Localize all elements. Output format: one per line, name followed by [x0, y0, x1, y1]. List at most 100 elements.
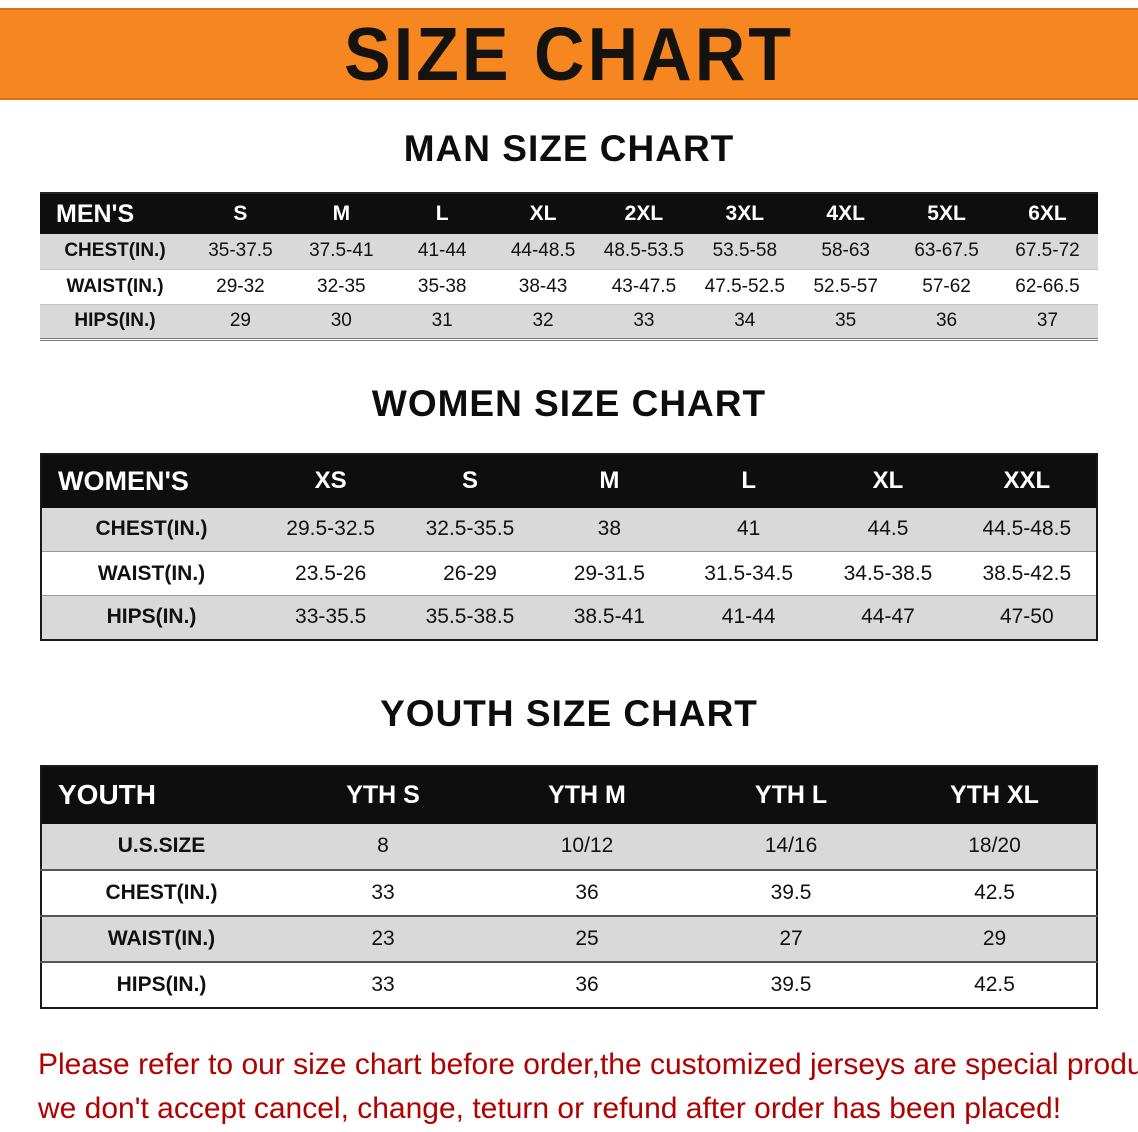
table-cell: 30 [330, 310, 352, 331]
column-header: L [741, 467, 756, 494]
table-cell: 23.5-26 [295, 561, 367, 585]
table-header-row: MEN'S S M L XL 2XL 3XL 4XL 5XL 6XL [40, 193, 1098, 234]
table-cell: 8 [377, 834, 389, 857]
table-cell: 33 [371, 880, 395, 904]
table-cell: 44.5-48.5 [982, 517, 1072, 541]
table-cell: 44-48.5 [510, 240, 576, 262]
table-cell: 39.5 [770, 972, 812, 996]
table-cell: 18/20 [968, 834, 1021, 857]
column-header: XS [314, 467, 347, 494]
women-section-heading: WOMEN SIZE CHART [371, 382, 767, 424]
table-cell: 36 [575, 880, 599, 904]
table-cell: 38.5-42.5 [982, 561, 1072, 585]
table-cell: 31 [431, 310, 453, 331]
row-label: WAIST(IN.) [97, 561, 206, 585]
table-cell: 41 [736, 517, 761, 541]
table-cell: 41-44 [721, 605, 776, 629]
table-row: WAIST(IN.) 23.5-26 26-29 29-31.5 31.5-34.5 34… [41, 551, 1097, 596]
table-cell: 37.5-41 [309, 240, 374, 262]
table-cell: 48.5-53.5 [603, 240, 685, 262]
column-header: L [435, 202, 449, 225]
row-label: WAIST(IN.) [107, 926, 216, 950]
column-header: 4XL [826, 202, 865, 225]
table-cell: 44.5 [867, 517, 909, 541]
row-label: CHEST(IN.) [64, 240, 166, 262]
table-header-row: WOMEN'S XS S M L XL XXL [41, 453, 1097, 508]
table-cell: 47.5-52.5 [704, 275, 785, 297]
column-header: YTH S [346, 780, 420, 809]
column-header: S [461, 467, 478, 494]
table-row: CHEST(IN.) 33 36 39.5 42.5 [41, 869, 1097, 916]
table-cell: 36 [935, 310, 958, 331]
table-cell: 43-47.5 [611, 275, 677, 297]
men-size-table: MEN'S S M L XL 2XL 3XL 4XL 5XL 6XL CHEST(IN.) 35-37… [40, 192, 1098, 341]
table-row: HIPS(IN.) 33 36 39.5 42.5 [41, 961, 1097, 1008]
table-row: WAIST(IN.) 23 25 27 29 [41, 915, 1097, 962]
table-cell: 33-35.5 [295, 605, 367, 629]
table-cell: 39.5 [770, 880, 812, 904]
column-header: XL [529, 202, 557, 225]
column-header: 3XL [725, 202, 765, 225]
row-label: U.S.SIZE [117, 834, 206, 857]
table-cell: 37 [1036, 310, 1059, 331]
table-cell: 14/16 [764, 834, 818, 857]
youth-size-section: YOUTH SIZE CHART YOUTH YTH S YTH M YTH L YTH… [0, 693, 1138, 1009]
table-row: CHEST(IN.) 29.5-32.5 32.5-35.5 38 41 44.5 44.5… [41, 507, 1097, 552]
table-header-row: YOUTH YTH S YTH M YTH L YTH XL [41, 765, 1097, 824]
page-title: SIZE CHART [344, 11, 794, 97]
row-label: HIPS(IN.) [116, 972, 207, 996]
disclaimer-line-2: we don't accept cancel, change, teturn o… [38, 1091, 1062, 1125]
column-header: YTH XL [950, 780, 1039, 809]
table-title-cell: WOMEN'S [58, 465, 189, 496]
table-cell: 29 [982, 926, 1007, 950]
youth-section-heading: YOUTH SIZE CHART [380, 692, 758, 734]
table-cell: 31.5-34.5 [704, 561, 794, 585]
table-cell: 41-44 [417, 240, 467, 262]
row-label: WAIST(IN.) [66, 275, 164, 297]
table-cell: 62-66.5 [1015, 275, 1080, 297]
table-row: WAIST(IN.) 29-32 32-35 35-38 38-43 43-47.5 47.… [40, 269, 1098, 304]
women-size-section: WOMEN SIZE CHART WOMEN'S XS S M L XL XXL CHEST(… [0, 383, 1138, 641]
table-cell: 27 [779, 926, 803, 950]
row-label: HIPS(IN.) [74, 310, 156, 331]
table-cell: 47-50 [999, 605, 1054, 629]
table-cell: 35-37.5 [208, 240, 273, 262]
row-label: CHEST(IN.) [95, 517, 208, 541]
table-cell: 32-35 [317, 275, 366, 297]
row-label: CHEST(IN.) [105, 880, 218, 904]
column-header: 5XL [927, 202, 966, 225]
table-row: U.S.SIZE 8 10/12 14/16 18/20 [41, 823, 1097, 870]
column-header: XL [872, 467, 904, 494]
table-cell: 38.5-41 [573, 605, 645, 629]
disclaimer: Please refer to our size chart before or… [0, 1043, 1138, 1131]
table-cell: 35 [835, 310, 857, 331]
table-cell: 25 [575, 926, 599, 950]
table-cell: 32.5-35.5 [425, 517, 515, 541]
disclaimer-line-1: Please refer to our size chart before or… [38, 1047, 1138, 1081]
size-chart-page: SIZE CHART MAN SIZE CHART MEN'S S M L XL 2XL 3… [0, 8, 1138, 1131]
table-title-cell: YOUTH [58, 779, 156, 810]
table-title-cell: MEN'S [56, 199, 135, 228]
table-cell: 35-38 [417, 275, 467, 297]
men-section-heading: MAN SIZE CHART [403, 128, 735, 169]
table-cell: 42.5 [974, 880, 1015, 904]
table-cell: 26-29 [443, 561, 497, 585]
column-header: YTH M [548, 780, 626, 809]
column-header: XXL [1003, 467, 1051, 494]
table-cell: 34.5-38.5 [843, 561, 933, 585]
column-header: M [332, 202, 351, 225]
table-cell: 29.5-32.5 [286, 517, 376, 541]
column-header: YTH L [754, 780, 828, 809]
table-cell: 29-31.5 [573, 561, 645, 585]
table-cell: 63-67.5 [914, 240, 979, 262]
table-row: CHEST(IN.) 35-37.5 37.5-41 41-44 44-48.5 48.5… [40, 234, 1098, 269]
table-cell: 35.5-38.5 [425, 605, 515, 629]
table-cell: 29 [229, 310, 251, 331]
table-cell: 33 [371, 972, 395, 996]
title-banner: SIZE CHART [0, 8, 1138, 100]
table-cell: 53.5-58 [712, 240, 778, 262]
youth-size-table: YOUTH YTH S YTH M YTH L YTH XL U.S.SIZE 8 10/12… [40, 764, 1098, 1009]
table-cell: 23 [371, 926, 395, 950]
table-cell: 67.5-72 [1015, 240, 1080, 262]
table-cell: 44-47 [861, 605, 915, 629]
